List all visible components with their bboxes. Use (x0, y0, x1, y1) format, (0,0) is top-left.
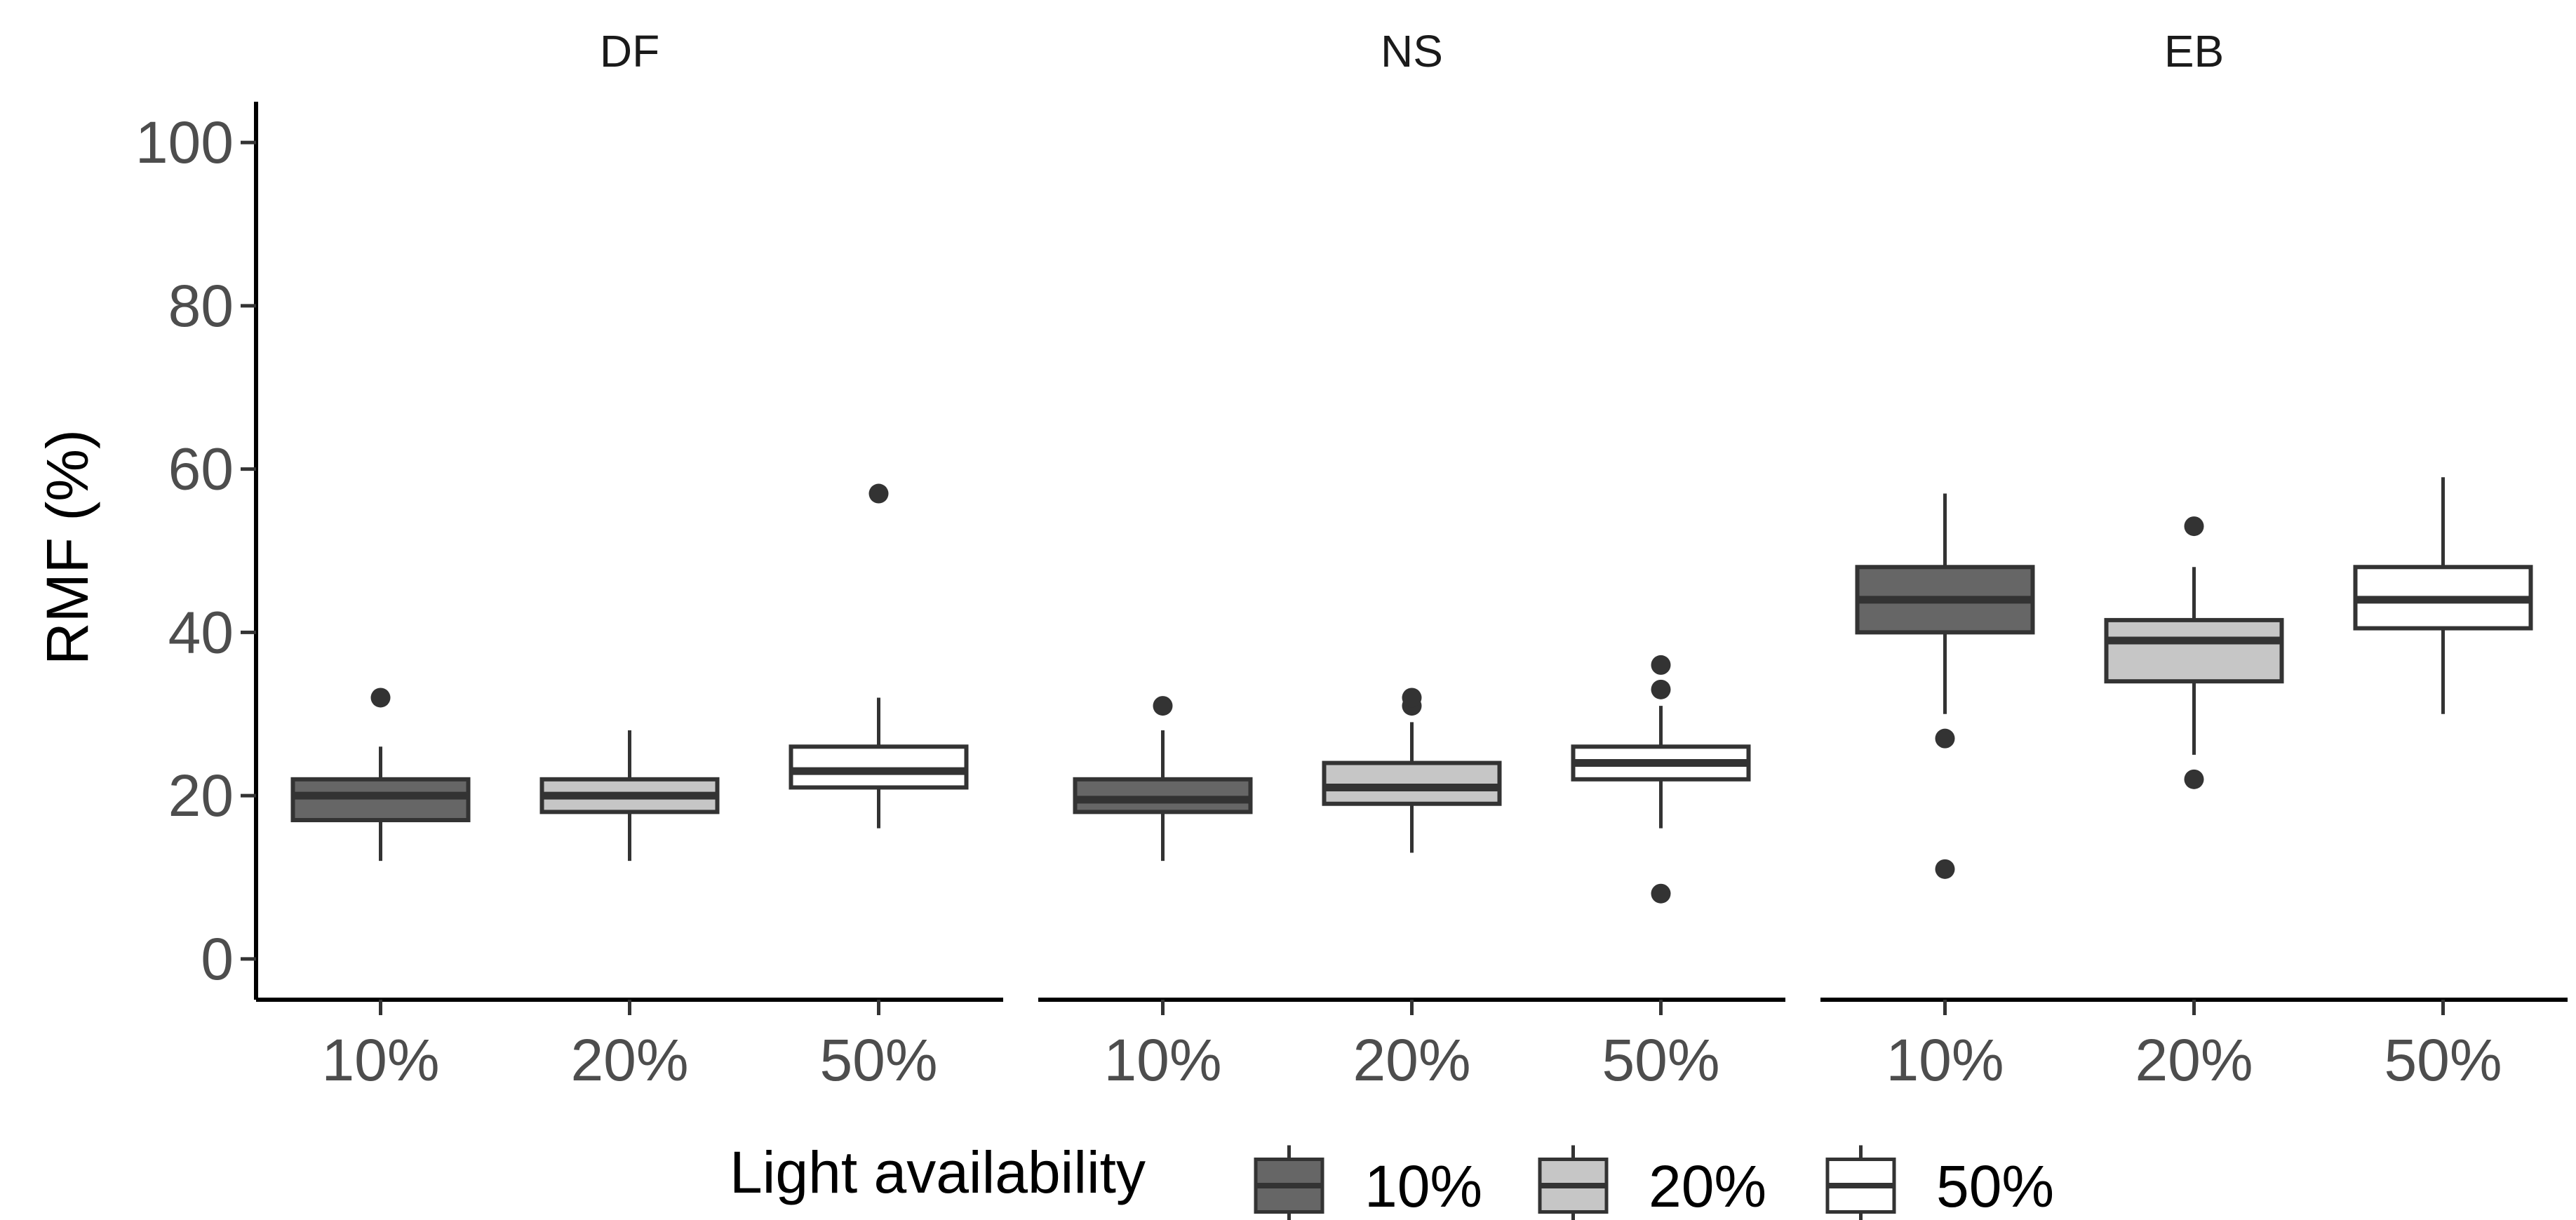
facet-panels: DF 10% 20% 50% NS 10% 20% 50% EB 10% 20% 50% (256, 26, 2568, 1093)
box-iqr (1322, 760, 1502, 806)
legend-label: 20% (1649, 1153, 1766, 1219)
y-tick-label: 0 (201, 926, 234, 992)
legend-label: 50% (1936, 1153, 2054, 1219)
x-tick-label: 20% (570, 1027, 688, 1093)
box-eb-10pct (1855, 493, 2035, 879)
outlier-point (370, 688, 391, 708)
x-tick-label: 10% (1886, 1027, 2004, 1093)
x-tick-label: 10% (1103, 1027, 1221, 1093)
outlier-point (1153, 696, 1173, 716)
facet-title: NS (1381, 26, 1443, 76)
x-tick-label: 50% (2384, 1027, 2502, 1093)
y-tick-label: 60 (168, 436, 234, 502)
facet-eb: EB 10% 20% 50% (1820, 26, 2568, 1093)
box-eb-20pct (2104, 516, 2284, 789)
outlier-point (1651, 883, 1671, 904)
x-tick-label: 50% (819, 1027, 937, 1093)
x-tick-label: 20% (1353, 1027, 1470, 1093)
box-ns-10pct (1073, 696, 1253, 862)
legend-entry-10pct: 10% (1254, 1145, 1482, 1220)
outlier-point (2184, 769, 2204, 789)
x-tick-label: 10% (321, 1027, 439, 1093)
box-df-10pct (290, 688, 471, 862)
y-axis: 0 20 40 60 80 100 (135, 102, 258, 1000)
y-axis-title: RMF (%) (34, 429, 100, 665)
box-eb-50pct (2353, 477, 2533, 714)
outlier-point (1402, 688, 1422, 708)
facet-title: EB (2164, 26, 2224, 76)
box-iqr (789, 744, 969, 790)
y-tick-label: 100 (135, 109, 234, 175)
y-tick-label: 20 (168, 763, 234, 829)
box-iqr (290, 777, 471, 823)
legend: Light availability 10% 20% 50% (730, 1139, 2054, 1220)
box-df-20pct (539, 730, 720, 862)
x-tick-label: 50% (1602, 1027, 1719, 1093)
box-iqr (2104, 617, 2284, 684)
box-iqr (1073, 777, 1253, 815)
outlier-point (868, 483, 889, 504)
outlier-point (1935, 859, 1955, 879)
legend-label: 10% (1364, 1153, 1482, 1219)
facet-ns: NS 10% 20% 50% (1038, 26, 1785, 1093)
y-tick-label: 40 (168, 599, 234, 665)
box-ns-20pct (1322, 688, 1502, 853)
outlier-point (1651, 655, 1671, 675)
legend-entry-50pct: 50% (1825, 1145, 2054, 1220)
outlier-point (1935, 728, 1955, 749)
x-tick-label: 20% (2135, 1027, 2253, 1093)
legend-entry-20pct: 20% (1538, 1145, 1766, 1220)
facet-title: DF (600, 26, 659, 76)
box-ns-50pct (1571, 655, 1751, 904)
facet-df: DF 10% 20% 50% (256, 26, 1003, 1093)
outlier-point (1651, 679, 1671, 699)
outlier-point (2184, 516, 2204, 537)
y-tick-label: 80 (168, 273, 234, 339)
box-df-50pct (789, 483, 969, 829)
legend-title: Light availability (730, 1139, 1146, 1205)
